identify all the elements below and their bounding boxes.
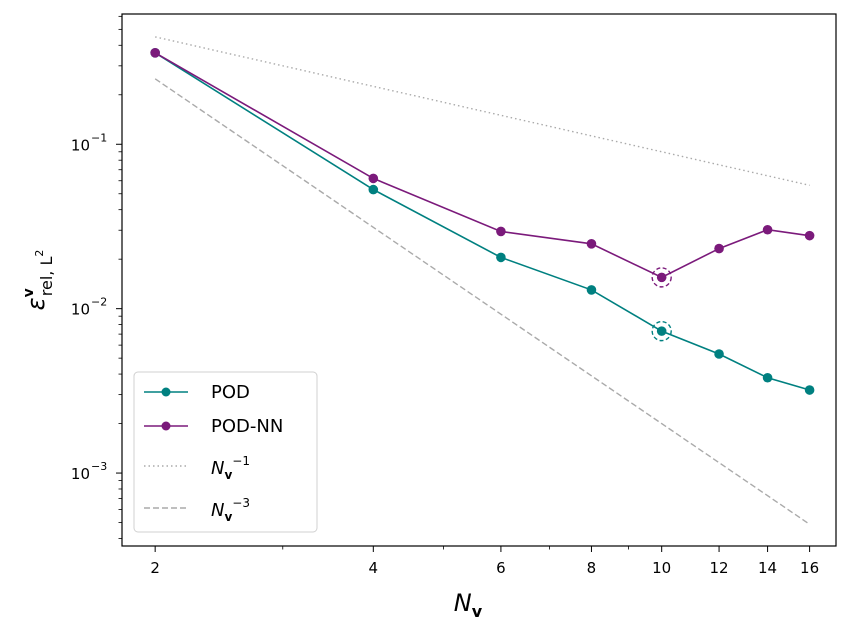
series-1-point-6 <box>762 224 773 235</box>
series-0-point-2 <box>496 252 506 263</box>
series-0-point-5 <box>714 349 724 359</box>
series-1-point-5 <box>714 243 724 254</box>
legend: POD POD-NN Nv−1 Nv−3 <box>133 371 318 533</box>
series-line-3 <box>154 78 810 525</box>
x-tick-label-7: 16 <box>800 559 819 577</box>
series-line-1 <box>154 52 810 279</box>
x-tick-label-6: 14 <box>758 559 777 577</box>
y-tick-exp-0: −3 <box>91 460 107 473</box>
y-axis-label: εvrel, L2 <box>21 250 56 311</box>
legend-label-pod-nn: POD-NN <box>211 416 283 437</box>
series-0-point-6 <box>762 372 773 383</box>
series-1-point-3 <box>586 239 597 249</box>
series-1-point-0 <box>150 48 160 58</box>
series-line-2 <box>155 36 810 187</box>
legend-label-slope-3: Nv−3 <box>211 496 250 524</box>
series-0-point-1 <box>368 184 379 195</box>
x-tick-label-4: 10 <box>652 559 671 577</box>
legend-marker-pod <box>161 387 171 397</box>
series-1-point-4 <box>656 272 667 283</box>
y-tick-exp-1: −2 <box>91 296 107 309</box>
series-1-point-2 <box>496 226 506 237</box>
series-1-point-7 <box>804 230 815 241</box>
series-layer <box>150 36 815 525</box>
y-tick-label-2: 10 <box>71 136 90 154</box>
x-tick-label-0: 2 <box>150 559 160 577</box>
x-tick-label-1: 4 <box>369 559 379 577</box>
x-axis-label: Nv <box>454 589 483 621</box>
series-0-point-7 <box>804 385 815 395</box>
series-1-highlight-ring <box>651 267 672 288</box>
x-tick-label-2: 6 <box>496 559 506 577</box>
legend-marker-pod-nn <box>161 421 171 431</box>
y-tick-label-1: 10 <box>71 301 90 319</box>
legend-label-pod: POD <box>211 382 250 403</box>
y-tick-label-0: 10 <box>71 465 90 483</box>
x-tick-label-5: 12 <box>710 559 729 577</box>
plot-frame <box>121 13 837 547</box>
series-line-0 <box>154 52 810 391</box>
series-0-point-3 <box>586 285 597 295</box>
y-tick-exp-2: −1 <box>91 131 107 144</box>
series-1-point-1 <box>368 173 379 184</box>
series-0-highlight-ring <box>651 320 672 342</box>
legend-box <box>133 371 318 533</box>
x-tick-label-3: 8 <box>587 559 597 577</box>
legend-label-slope-1: Nv−1 <box>211 454 250 482</box>
series-0-point-4 <box>656 326 667 336</box>
